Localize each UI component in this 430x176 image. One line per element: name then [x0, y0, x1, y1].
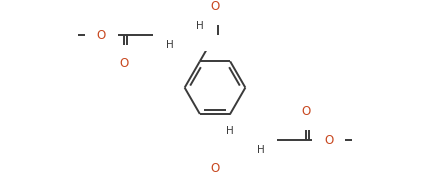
Text: O: O — [301, 105, 311, 118]
Text: O: O — [119, 57, 129, 70]
Text: O: O — [210, 162, 220, 175]
Text: O: O — [97, 29, 106, 42]
Text: H: H — [166, 40, 173, 50]
Text: N: N — [165, 31, 174, 44]
Text: H: H — [196, 21, 204, 31]
Text: O: O — [210, 0, 220, 13]
Text: N: N — [196, 26, 204, 39]
Text: H: H — [226, 126, 234, 136]
Text: N: N — [256, 137, 265, 150]
Text: H: H — [257, 145, 264, 155]
Text: N: N — [226, 131, 234, 144]
Text: O: O — [324, 134, 333, 147]
